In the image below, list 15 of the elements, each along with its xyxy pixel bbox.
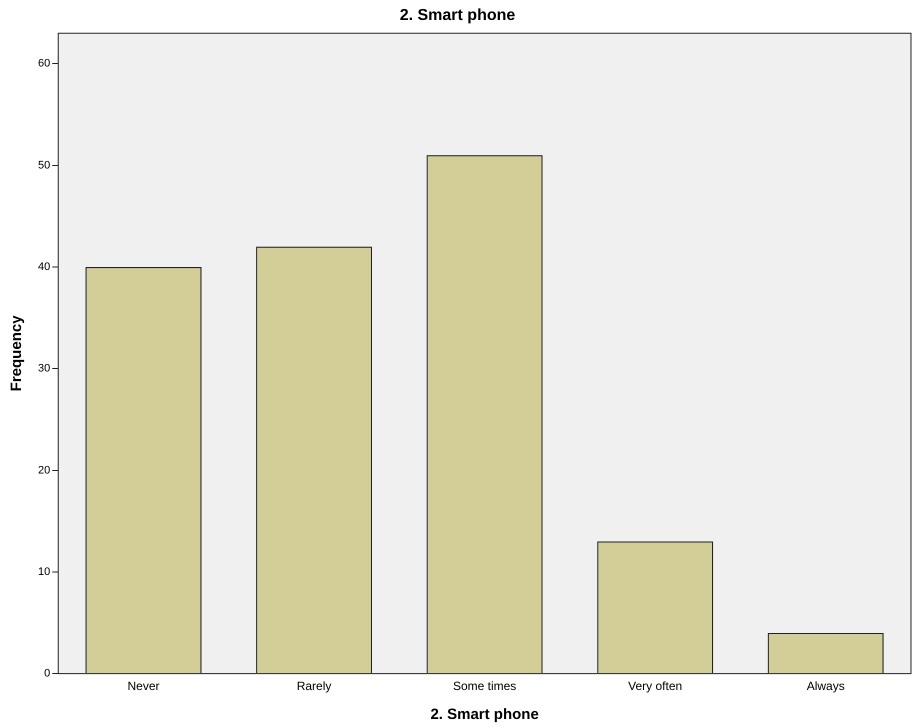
chart-title: 2. Smart phone <box>400 7 516 24</box>
y-axis-title: Frequency <box>8 314 26 392</box>
x-tick-label: Some times <box>452 679 516 694</box>
x-axis-title: 2. Smart phone <box>430 706 539 724</box>
x-tick-label: Rarely <box>296 679 332 694</box>
x-tick-label: Very often <box>628 679 682 694</box>
y-tick-label: 0 <box>44 668 50 680</box>
y-tick-label: 20 <box>38 464 50 476</box>
y-tick-label: 40 <box>38 261 50 274</box>
x-tick-label: Always <box>806 679 845 694</box>
y-tick-label: 60 <box>38 58 50 70</box>
y-tick-label: 50 <box>38 159 50 172</box>
x-tick-label: Never <box>128 679 160 694</box>
y-tick-label: 30 <box>38 362 50 375</box>
y-tick-label: 10 <box>38 566 50 578</box>
